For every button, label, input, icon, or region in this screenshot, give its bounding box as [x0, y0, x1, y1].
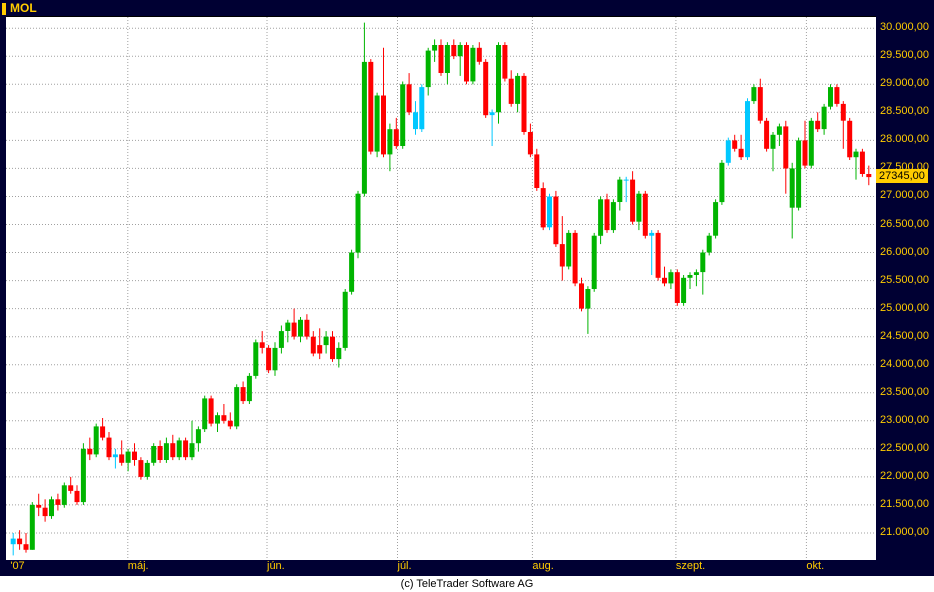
y-tick-label: 26.000,00	[880, 246, 929, 258]
x-axis: '07 máj. jún. júl. aug. szept. okt.	[6, 560, 876, 574]
y-tick-label: 22.500,00	[880, 442, 929, 454]
y-tick-label: 27.000,00	[880, 189, 929, 201]
y-tick-label: 21.000,00	[880, 526, 929, 538]
x-tick-label: máj.	[128, 560, 149, 572]
y-axis: 21.000,00 21.500,00 22.000,00 22.500,00 23.0…	[876, 16, 934, 560]
y-tick-label: 22.000,00	[880, 470, 929, 482]
x-tick-label: jún.	[267, 560, 285, 572]
y-tick-label: 29.500,00	[880, 49, 929, 61]
y-tick-label: 25.500,00	[880, 274, 929, 286]
x-tick-label: aug.	[532, 560, 553, 572]
x-tick-label: '07	[10, 560, 24, 572]
y-tick-label: 24.000,00	[880, 358, 929, 370]
y-tick-label: 25.000,00	[880, 302, 929, 314]
y-tick-label: 28.500,00	[880, 105, 929, 117]
symbol-label: MOL	[10, 1, 37, 15]
chart-container: MOL 21.000,00 21.500,00 22.000,00 22.500,00…	[0, 0, 934, 592]
y-tick-label: 29.000,00	[880, 77, 929, 89]
y-tick-label: 26.500,00	[880, 218, 929, 230]
x-tick-label: júl.	[398, 560, 412, 572]
copyright-footer: (c) TeleTrader Software AG	[0, 576, 934, 592]
y-tick-label: 30.000,00	[880, 21, 929, 33]
y-tick-label: 28.000,00	[880, 133, 929, 145]
title-marker-icon	[2, 3, 6, 15]
current-price-marker: 27345,00	[876, 169, 928, 183]
plot-area[interactable]	[6, 16, 876, 562]
candle-layer	[6, 17, 876, 561]
title-bar: MOL	[0, 0, 934, 16]
x-tick-label: okt.	[806, 560, 824, 572]
y-tick-label: 23.500,00	[880, 386, 929, 398]
y-tick-label: 24.500,00	[880, 330, 929, 342]
y-tick-label: 21.500,00	[880, 498, 929, 510]
x-tick-label: szept.	[676, 560, 705, 572]
y-tick-label: 23.000,00	[880, 414, 929, 426]
